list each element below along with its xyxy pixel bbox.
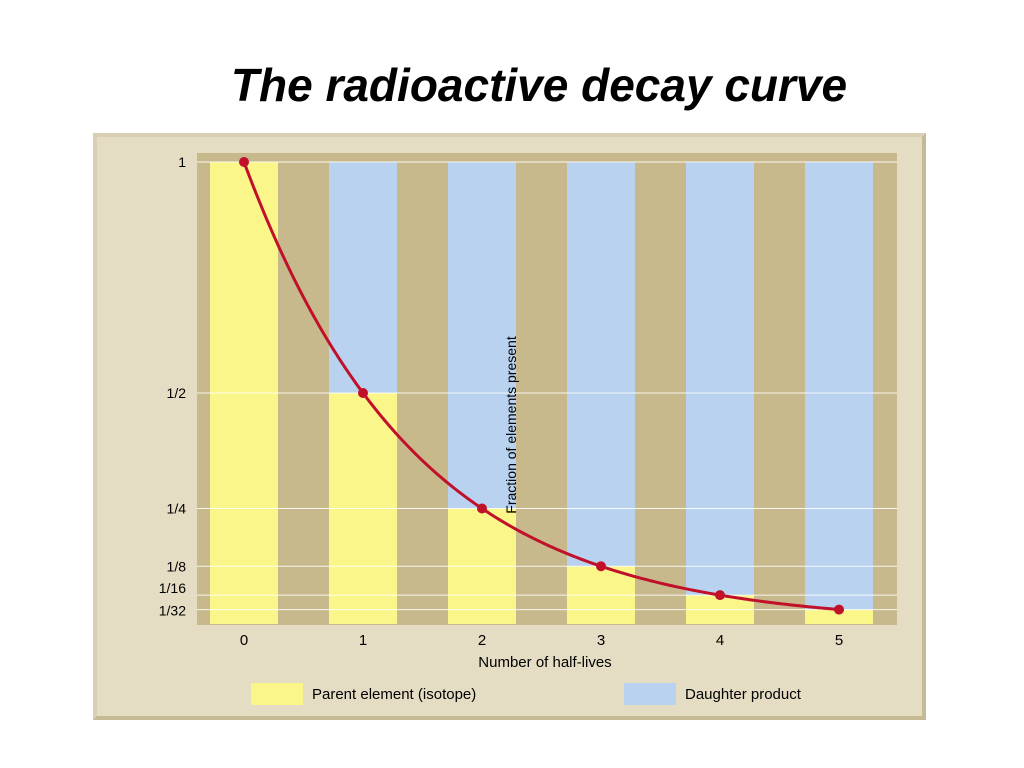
x-tick-label-4: 4 <box>716 632 724 649</box>
bar-parent-5 <box>805 609 873 624</box>
curve-point-1 <box>358 388 368 398</box>
y-tick-label-1: 1/2 <box>167 385 187 401</box>
plot-area <box>197 153 897 625</box>
legend-label-daughter: Daughter product <box>685 686 802 703</box>
x-tick-label-0: 0 <box>240 632 248 649</box>
x-tick-label-5: 5 <box>835 632 843 649</box>
curve-point-0 <box>239 157 249 167</box>
y-tick-label-5: 1/32 <box>159 603 186 619</box>
curve-point-4 <box>715 590 725 601</box>
bar-daughter-4 <box>686 162 754 596</box>
x-tick-label-1: 1 <box>359 632 367 649</box>
slide-title: The radioactive decay curve <box>230 59 848 111</box>
curve-point-5 <box>834 604 844 615</box>
y-tick-label-2: 1/4 <box>167 501 187 517</box>
curve-point-2 <box>477 503 487 514</box>
y-tick-label-4: 1/16 <box>159 580 186 596</box>
legend: Parent element (isotope) Daughter produc… <box>251 683 802 705</box>
x-tick-label-3: 3 <box>597 632 605 649</box>
bar-daughter-3 <box>567 162 635 567</box>
x-tick-label-2: 2 <box>478 632 486 649</box>
legend-label-parent: Parent element (isotope) <box>312 686 476 703</box>
decay-curve-line <box>242 161 840 612</box>
bar-daughter-2 <box>448 162 516 509</box>
y-axis-label: Fraction of elements present <box>503 336 519 514</box>
legend-swatch-daughter <box>624 683 676 705</box>
bar-daughter-1 <box>329 162 397 393</box>
legend-swatch-parent <box>251 683 303 705</box>
bar-daughter-5 <box>805 162 873 610</box>
curve-point-3 <box>596 561 606 572</box>
x-axis-label: Number of half-lives <box>478 654 611 671</box>
y-tick-label-3: 1/8 <box>167 558 187 574</box>
y-tick-label-0: 1 <box>178 154 186 170</box>
